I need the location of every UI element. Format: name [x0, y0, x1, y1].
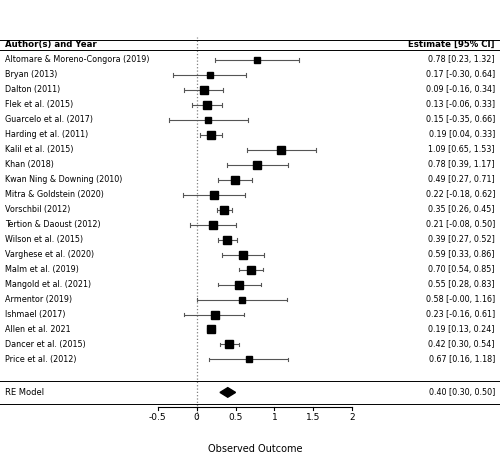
- Text: 0.17 [-0.30, 0.64]: 0.17 [-0.30, 0.64]: [426, 70, 495, 79]
- Text: 0.19 [0.04, 0.33]: 0.19 [0.04, 0.33]: [428, 130, 495, 139]
- Text: 1.09 [0.65, 1.53]: 1.09 [0.65, 1.53]: [428, 145, 495, 154]
- Text: Price et al. (2012): Price et al. (2012): [5, 355, 76, 364]
- Text: 0.19 [0.13, 0.24]: 0.19 [0.13, 0.24]: [428, 325, 495, 334]
- Text: 1: 1: [272, 413, 278, 422]
- Text: Mangold et al. (2021): Mangold et al. (2021): [5, 280, 91, 289]
- Text: Kwan Ning & Downing (2010): Kwan Ning & Downing (2010): [5, 175, 122, 184]
- Text: 0.15 [-0.35, 0.66]: 0.15 [-0.35, 0.66]: [426, 115, 495, 124]
- Text: 0.21 [-0.08, 0.50]: 0.21 [-0.08, 0.50]: [426, 220, 495, 229]
- Text: Author(s) and Year: Author(s) and Year: [5, 40, 97, 49]
- Text: Dalton (2011): Dalton (2011): [5, 85, 60, 94]
- Text: -0.5: -0.5: [149, 413, 166, 422]
- Text: Bryan (2013): Bryan (2013): [5, 70, 58, 79]
- Text: 0.58 [-0.00, 1.16]: 0.58 [-0.00, 1.16]: [426, 295, 495, 304]
- Text: 0: 0: [194, 413, 200, 422]
- Text: Khan (2018): Khan (2018): [5, 160, 54, 169]
- Text: 0.35 [0.26, 0.45]: 0.35 [0.26, 0.45]: [428, 205, 495, 214]
- Text: Kalil et al. (2015): Kalil et al. (2015): [5, 145, 73, 154]
- Text: 0.70 [0.54, 0.85]: 0.70 [0.54, 0.85]: [428, 265, 495, 274]
- Text: Altomare & Moreno-Congora (2019): Altomare & Moreno-Congora (2019): [5, 55, 150, 64]
- Text: Guarcelo et al. (2017): Guarcelo et al. (2017): [5, 115, 93, 124]
- Text: 1.5: 1.5: [306, 413, 320, 422]
- Text: 0.55 [0.28, 0.83]: 0.55 [0.28, 0.83]: [428, 280, 495, 289]
- Text: 0.13 [-0.06, 0.33]: 0.13 [-0.06, 0.33]: [426, 100, 495, 109]
- Text: 0.22 [-0.18, 0.62]: 0.22 [-0.18, 0.62]: [426, 190, 495, 199]
- Text: Harding et al. (2011): Harding et al. (2011): [5, 130, 88, 139]
- Text: Malm et al. (2019): Malm et al. (2019): [5, 265, 79, 274]
- Text: Wilson et al. (2015): Wilson et al. (2015): [5, 235, 83, 244]
- Text: Dancer et al. (2015): Dancer et al. (2015): [5, 340, 86, 349]
- Text: Allen et al. 2021: Allen et al. 2021: [5, 325, 70, 334]
- Text: Observed Outcome: Observed Outcome: [208, 445, 302, 454]
- Text: 0.67 [0.16, 1.18]: 0.67 [0.16, 1.18]: [428, 355, 495, 364]
- Text: 0.78 [0.23, 1.32]: 0.78 [0.23, 1.32]: [428, 55, 495, 64]
- Text: Vorschbil (2012): Vorschbil (2012): [5, 205, 70, 214]
- Text: 0.23 [-0.16, 0.61]: 0.23 [-0.16, 0.61]: [426, 310, 495, 319]
- Text: Flek et al. (2015): Flek et al. (2015): [5, 100, 73, 109]
- Text: 0.39 [0.27, 0.52]: 0.39 [0.27, 0.52]: [428, 235, 495, 244]
- Text: Ishmael (2017): Ishmael (2017): [5, 310, 66, 319]
- Text: 0.5: 0.5: [228, 413, 242, 422]
- Text: Varghese et al. (2020): Varghese et al. (2020): [5, 250, 94, 259]
- Text: 0.78 [0.39, 1.17]: 0.78 [0.39, 1.17]: [428, 160, 495, 169]
- Text: 0.42 [0.30, 0.54]: 0.42 [0.30, 0.54]: [428, 340, 495, 349]
- Text: RE Model: RE Model: [5, 388, 44, 397]
- Text: 0.59 [0.33, 0.86]: 0.59 [0.33, 0.86]: [428, 250, 495, 259]
- Text: 0.09 [-0.16, 0.34]: 0.09 [-0.16, 0.34]: [426, 85, 495, 94]
- Text: 2: 2: [350, 413, 355, 422]
- Text: Armentor (2019): Armentor (2019): [5, 295, 72, 304]
- Text: 0.49 [0.27, 0.71]: 0.49 [0.27, 0.71]: [428, 175, 495, 184]
- Text: 0.40 [0.30, 0.50]: 0.40 [0.30, 0.50]: [428, 388, 495, 397]
- Text: Mitra & Goldstein (2020): Mitra & Goldstein (2020): [5, 190, 104, 199]
- Text: Estimate [95% CI]: Estimate [95% CI]: [408, 40, 495, 49]
- Text: Tertion & Daoust (2012): Tertion & Daoust (2012): [5, 220, 100, 229]
- Polygon shape: [220, 388, 236, 397]
